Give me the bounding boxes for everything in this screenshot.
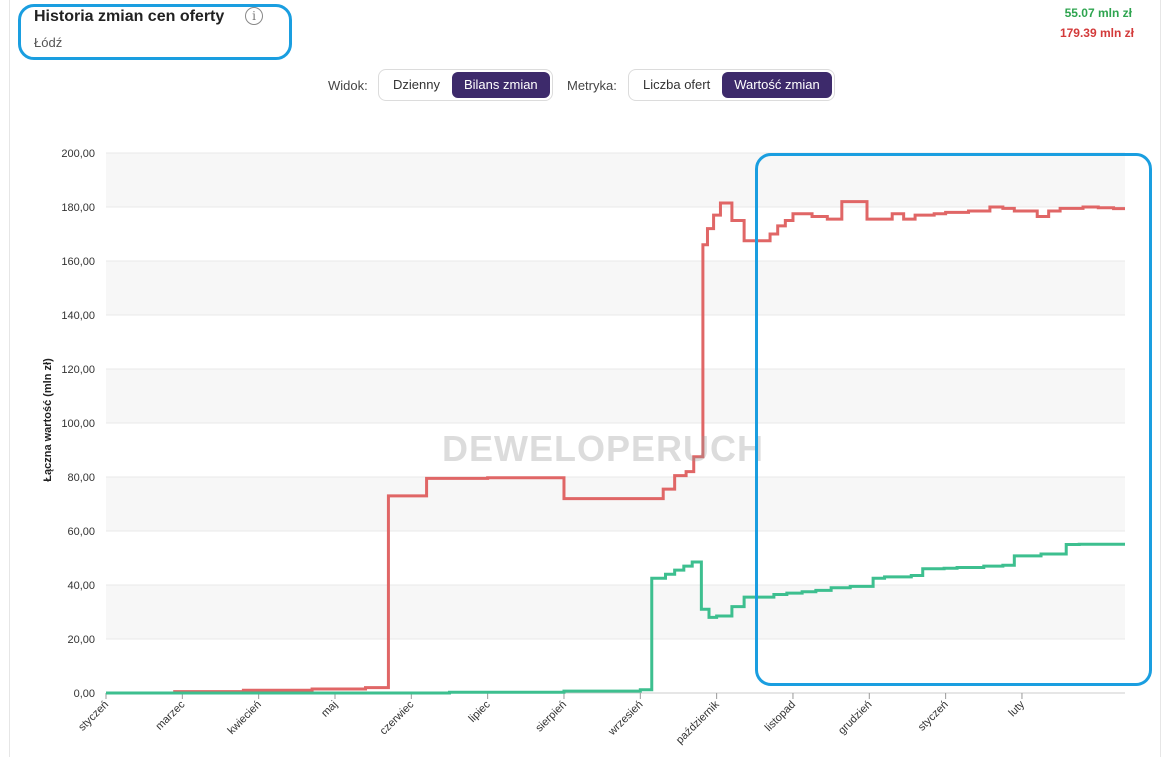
card-frame bbox=[9, 0, 1161, 757]
title-highlight-box bbox=[18, 4, 292, 60]
plot-band bbox=[106, 369, 1125, 423]
y-tick-label: 40,00 bbox=[67, 580, 95, 592]
red-total-value: 179.39 mln zł bbox=[1059, 26, 1134, 40]
x-tick-label: lipiec bbox=[467, 698, 494, 725]
x-tick-label: listopad bbox=[763, 699, 798, 734]
x-tick-label: maj bbox=[319, 699, 340, 720]
y-tick-label: 160,00 bbox=[61, 256, 95, 268]
watermark-text: DEWELOPERUCH bbox=[442, 428, 765, 469]
x-tick-label: sierpień bbox=[533, 699, 569, 735]
view-toggle: Dzienny Bilans zmian bbox=[378, 69, 553, 101]
y-tick-label: 0,00 bbox=[74, 688, 95, 700]
y-tick-label: 140,00 bbox=[61, 310, 95, 322]
y-tick-label: 200,00 bbox=[61, 148, 95, 160]
x-tick-label: wrzesień bbox=[606, 699, 646, 739]
x-tick-label: czerwiec bbox=[378, 698, 417, 737]
green-total-value: 55.07 mln zł bbox=[1064, 6, 1132, 20]
x-tick-label: kwiecień bbox=[225, 699, 263, 737]
plot-band bbox=[106, 153, 1125, 207]
info-icon[interactable]: i bbox=[245, 7, 263, 25]
y-tick-label: 60,00 bbox=[67, 526, 95, 538]
metric-label: Metryka: bbox=[567, 78, 617, 93]
y-tick-label: 180,00 bbox=[61, 202, 95, 214]
series-line-green bbox=[106, 542, 1125, 695]
y-tick-label: 120,00 bbox=[61, 364, 95, 376]
x-tick-label: luty bbox=[1006, 698, 1027, 719]
series-lines bbox=[106, 200, 1125, 695]
page-title: Historia zmian cen oferty bbox=[34, 8, 225, 25]
plot-band bbox=[106, 477, 1125, 531]
plot-bands bbox=[106, 153, 1125, 639]
y-tick-label: 20,00 bbox=[67, 634, 95, 646]
x-tick-label: styczeń bbox=[76, 699, 111, 734]
x-axis-ticks: styczeń marzec kwiecień maj czerwiec lipiec si… bbox=[76, 693, 1027, 746]
y-axis-label: Łączna wartość (mln zł) bbox=[42, 358, 54, 482]
x-tick-label: styczeń bbox=[916, 699, 951, 734]
x-tick-label: październik bbox=[674, 698, 722, 746]
metric-count-button[interactable]: Liczba ofert bbox=[643, 77, 711, 92]
view-label: Widok: bbox=[328, 78, 368, 93]
metric-toggle: Liczba ofert Wartość zmian bbox=[628, 69, 835, 101]
y-tick-label: 100,00 bbox=[61, 418, 95, 430]
x-tick-label: marzec bbox=[153, 698, 187, 732]
view-balance-button[interactable]: Bilans zmian bbox=[451, 72, 550, 98]
x-tick-label: grudzień bbox=[836, 699, 874, 737]
y-tick-label: 80,00 bbox=[67, 472, 95, 484]
metric-value-button[interactable]: Wartość zmian bbox=[722, 72, 832, 98]
series-line-red bbox=[106, 200, 1125, 695]
plot-band bbox=[106, 261, 1125, 315]
view-daily-button[interactable]: Dzienny bbox=[393, 77, 440, 92]
plot-band bbox=[106, 585, 1125, 639]
y-axis-ticks: 0,00 20,00 40,00 60,00 80,00 100,00 120,00 140,… bbox=[61, 148, 95, 700]
city-subtitle: Łódź bbox=[34, 35, 63, 50]
